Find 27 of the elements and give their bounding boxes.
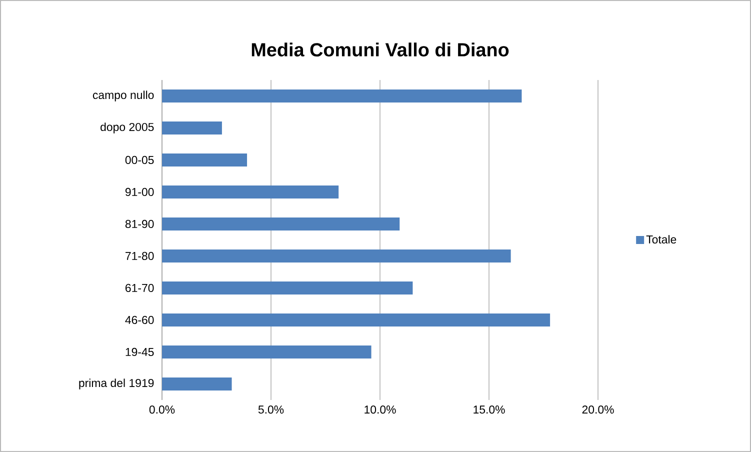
y-tick-label: 00-05 [125, 156, 154, 164]
y-tick-label: campo nullo [92, 90, 154, 102]
x-tick-label: 15.0% [474, 406, 505, 414]
y-tick-label: 81-90 [125, 220, 154, 228]
y-tick-label: prima del 1919 [79, 378, 154, 390]
y-tick-label: 19-45 [126, 348, 154, 356]
bar [162, 345, 372, 358]
legend-label: Totale [646, 235, 676, 244]
bar [162, 249, 511, 262]
y-tick-label: 61-70 [126, 284, 154, 292]
bar [162, 185, 339, 198]
bar [162, 153, 248, 166]
chart-title: Media Comuni Vallo di Diano [252, 42, 509, 56]
y-tick-label: 46-60 [125, 316, 154, 324]
bar [162, 89, 522, 102]
x-tick-label: 20.0% [582, 406, 614, 414]
x-tick-label: 5.0% [258, 406, 284, 414]
y-tick-label: 71-80 [126, 252, 154, 260]
x-tick-label: 0.0% [149, 406, 175, 414]
y-tick-label: 91-00 [125, 188, 154, 196]
bar [162, 121, 222, 134]
bar [162, 313, 550, 326]
x-tick-label: 10.0% [364, 406, 396, 414]
y-tick-label: dopo 2005 [100, 122, 154, 134]
bar [162, 281, 413, 294]
bar [162, 377, 232, 390]
bar [162, 217, 400, 230]
